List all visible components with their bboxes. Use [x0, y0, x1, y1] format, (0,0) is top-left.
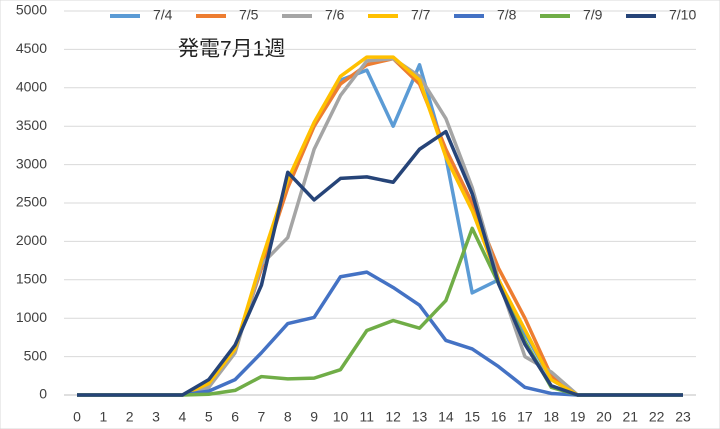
- x-tick-label: 12: [385, 409, 401, 425]
- legend-label: 7/5: [239, 7, 259, 23]
- y-tick-label: 1500: [16, 271, 47, 287]
- x-tick-label: 7: [258, 409, 266, 425]
- legend-label: 7/4: [153, 7, 173, 23]
- y-tick-label: 2000: [16, 232, 47, 248]
- legend-label: 7/9: [583, 7, 603, 23]
- x-tick-label: 9: [310, 409, 318, 425]
- x-tick-label: 2: [126, 409, 134, 425]
- y-tick-label: 4500: [16, 40, 47, 56]
- y-tick-label: 0: [39, 386, 47, 402]
- x-tick-label: 11: [360, 409, 375, 425]
- x-tick-label: 5: [205, 409, 213, 425]
- x-tick-label: 1: [99, 409, 107, 425]
- x-tick-label: 18: [543, 409, 559, 425]
- x-tick-label: 3: [152, 409, 160, 425]
- x-tick-label: 14: [438, 409, 454, 425]
- legend-label: 7/8: [497, 7, 517, 23]
- x-tick-label: 4: [178, 409, 186, 425]
- y-tick-label: 3500: [16, 117, 47, 133]
- legend-label: 7/7: [411, 7, 431, 23]
- x-tick-label: 13: [412, 409, 428, 425]
- x-tick-label: 6: [231, 409, 239, 425]
- x-tick-label: 15: [464, 409, 480, 425]
- x-tick-label: 20: [596, 409, 612, 425]
- x-tick-label: 23: [675, 409, 691, 425]
- x-tick-label: 16: [491, 409, 507, 425]
- legend-label: 7/6: [325, 7, 345, 23]
- x-tick-label: 8: [284, 409, 292, 425]
- x-tick-label: 17: [517, 409, 533, 425]
- x-tick-label: 22: [649, 409, 665, 425]
- y-tick-label: 3000: [16, 155, 47, 171]
- y-tick-label: 500: [24, 347, 48, 363]
- x-tick-label: 21: [623, 409, 639, 425]
- series-line: [77, 129, 683, 397]
- y-tick-label: 5000: [16, 2, 47, 18]
- y-tick-label: 2500: [16, 194, 47, 210]
- x-tick-label: 0: [73, 409, 81, 425]
- x-tick-label: 19: [570, 409, 586, 425]
- y-tick-label: 4000: [16, 79, 47, 95]
- legend-label: 7/10: [669, 7, 696, 23]
- x-tick-label: 10: [333, 409, 349, 425]
- y-tick-label: 1000: [16, 309, 47, 325]
